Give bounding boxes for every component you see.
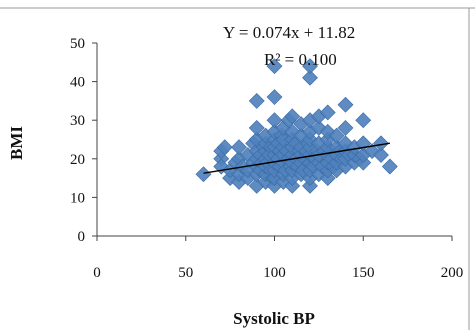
data-point	[319, 104, 336, 121]
y-tick-label: 40	[70, 75, 85, 91]
x-tick-label: 200	[441, 265, 464, 281]
data-point	[266, 58, 283, 75]
data-point	[248, 92, 265, 109]
data-point	[302, 69, 318, 86]
trendline	[203, 142, 390, 174]
y-tick-label: 30	[70, 113, 85, 129]
data-point	[355, 112, 372, 129]
y-tick-label: 0	[78, 229, 86, 245]
x-tick-label: 50	[178, 265, 193, 281]
trendline-equation: Y = 0.074x + 11.82	[223, 23, 355, 42]
data-point	[195, 166, 212, 183]
trendline-layer	[203, 142, 390, 174]
data-point	[337, 119, 354, 136]
data-point	[373, 135, 389, 152]
data-point	[328, 127, 345, 144]
data-point	[266, 112, 283, 129]
data-point	[248, 119, 265, 136]
x-tick-label: 100	[263, 265, 286, 281]
x-axis-title: Systolic BP	[233, 309, 315, 328]
data-point	[266, 89, 283, 105]
y-tick-label: 20	[70, 152, 85, 168]
data-point	[216, 139, 233, 156]
data-points	[195, 58, 398, 194]
data-point	[373, 147, 389, 163]
tick-labels: 0 10 20 30 40 50 0 50 100 150 200	[70, 36, 463, 281]
data-point	[337, 96, 354, 113]
x-tick-label: 150	[352, 265, 375, 281]
data-point	[231, 139, 247, 156]
data-point	[381, 158, 398, 175]
plot-area	[92, 42, 453, 241]
y-tick-label: 10	[70, 190, 85, 206]
y-axis-title: BMI	[7, 126, 26, 160]
data-point	[284, 108, 301, 125]
x-tick-label: 0	[93, 265, 101, 281]
y-tick-label: 50	[70, 36, 85, 52]
r-squared-label: R² = 0.100	[264, 50, 337, 69]
data-point	[302, 58, 318, 75]
